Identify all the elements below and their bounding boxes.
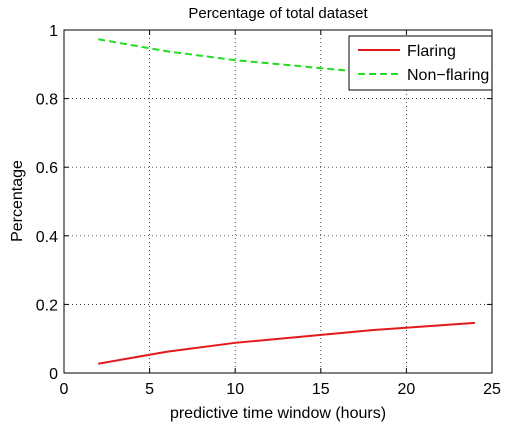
y-axis-label: Percentage [9, 160, 26, 242]
series-line-flaring [98, 321, 475, 365]
y-tick-label: 0.2 [36, 297, 58, 314]
legend-label-flaring: Flaring [407, 43, 456, 60]
x-tick-label: 10 [226, 381, 244, 398]
x-tick-label: 20 [398, 381, 416, 398]
x-tick-label: 25 [483, 381, 501, 398]
y-tick-label: 0.6 [36, 160, 58, 177]
legend-box [348, 35, 493, 91]
y-tick-label: 0.4 [36, 229, 58, 246]
legend-label-non-flaring: Non−flaring [407, 67, 489, 84]
grid-lines [64, 30, 492, 373]
y-tick-label: 0.8 [36, 92, 58, 109]
y-tick-label: 0 [49, 366, 58, 383]
axis-ticks: 0 5 10 15 20 25 0 0.2 0.4 0.6 0.8 1 [36, 23, 501, 398]
x-tick-label: 5 [145, 381, 154, 398]
plot-frame [63, 29, 493, 374]
x-tick-label: 0 [60, 381, 69, 398]
x-tick-label: 15 [312, 381, 330, 398]
chart-title: Percentage of total dataset [188, 5, 368, 22]
x-axis-label: predictive time window (hours) [170, 405, 386, 422]
y-tick-label: 1 [49, 23, 58, 40]
legend: Flaring Non−flaring [348, 35, 493, 91]
